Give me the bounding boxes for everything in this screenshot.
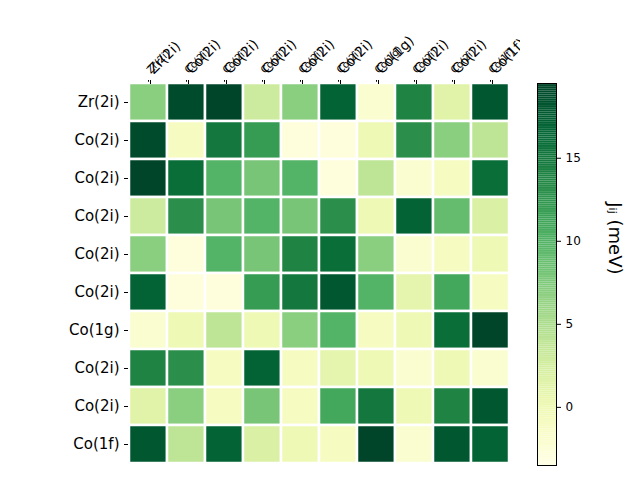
svg-text:Co(1f): Co(1f) <box>486 35 520 77</box>
svg-text:Co(2i): Co(2i) <box>296 36 337 77</box>
svg-text:Co(2i): Co(2i) <box>74 131 119 149</box>
svg-text:Jᵢⱼ (meV): Jᵢⱼ (meV) <box>605 201 626 274</box>
svg-text:15: 15 <box>566 151 581 165</box>
svg-text:Zr(2i): Zr(2i) <box>144 38 183 77</box>
svg-text:Co(2i): Co(2i) <box>74 245 119 263</box>
svg-text:Co(2i): Co(2i) <box>448 36 489 77</box>
svg-text:Co(2i): Co(2i) <box>74 207 119 225</box>
svg-text:Co(2i): Co(2i) <box>74 359 119 377</box>
svg-text:Co(1g): Co(1g) <box>69 321 119 339</box>
svg-text:Co(2i): Co(2i) <box>182 36 223 77</box>
svg-text:Co(2i): Co(2i) <box>74 169 119 187</box>
svg-text:Co(2i): Co(2i) <box>74 397 119 415</box>
svg-text:Co(1f): Co(1f) <box>73 435 119 453</box>
svg-text:Co(2i): Co(2i) <box>74 283 119 301</box>
svg-text:Co(2i): Co(2i) <box>410 36 451 77</box>
svg-text:5: 5 <box>566 317 574 331</box>
svg-text:Co(1g): Co(1g) <box>372 32 417 77</box>
svg-text:Zr(2i): Zr(2i) <box>78 93 120 111</box>
svg-text:10: 10 <box>566 234 581 248</box>
svg-text:0: 0 <box>566 400 574 414</box>
svg-text:Co(2i): Co(2i) <box>258 36 299 77</box>
svg-text:Co(2i): Co(2i) <box>334 36 375 77</box>
svg-text:Co(2i): Co(2i) <box>220 36 261 77</box>
